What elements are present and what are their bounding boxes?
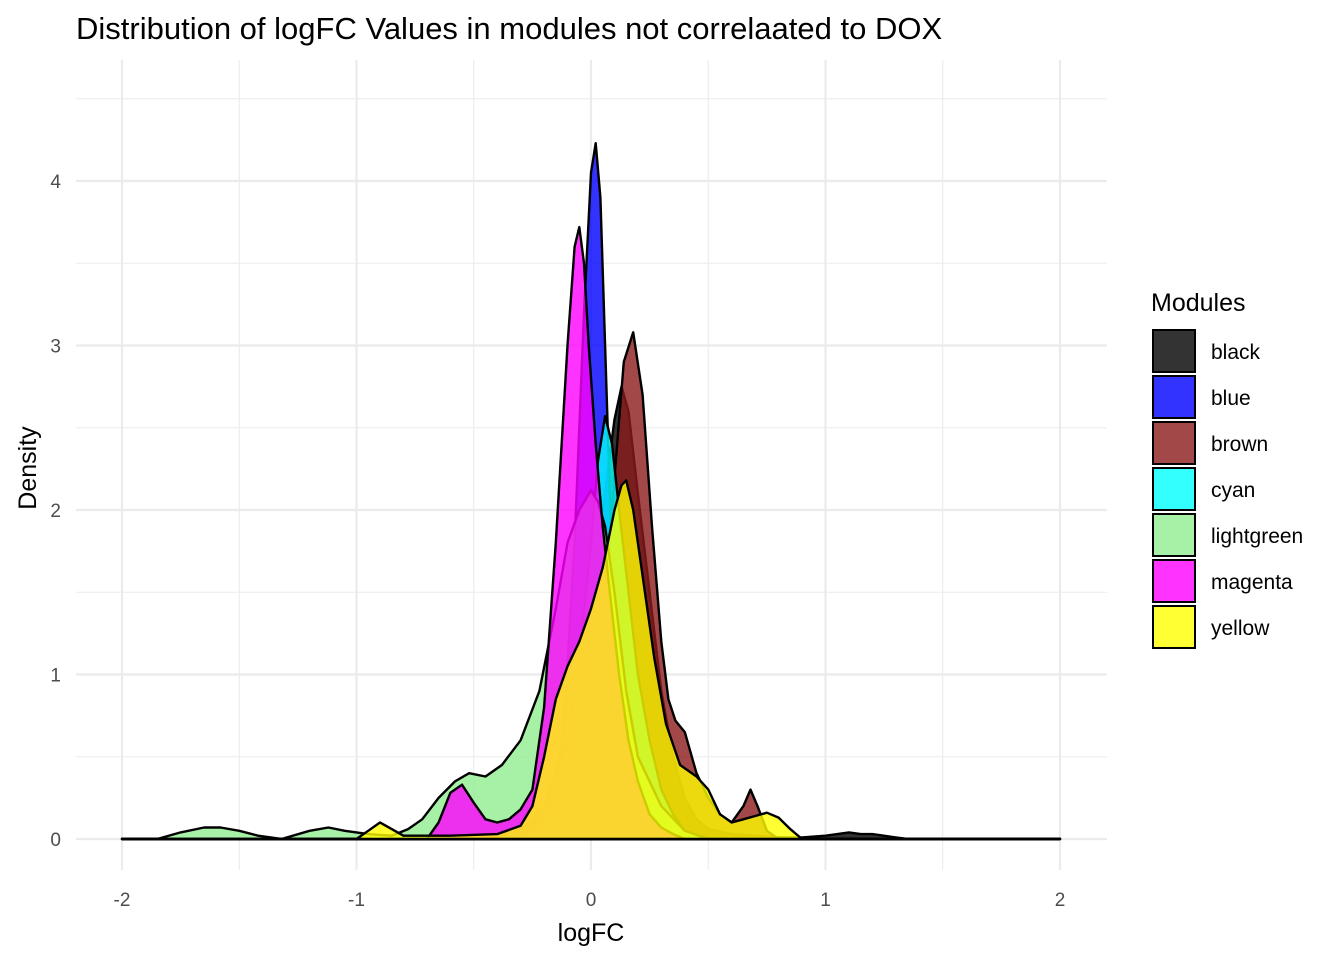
legend-title: Modules xyxy=(1151,289,1246,317)
legend-key-brown xyxy=(1152,421,1196,465)
x-tick-label: 1 xyxy=(820,890,831,911)
x-tick-label: 2 xyxy=(1055,890,1066,911)
legend-items: black blue brown cyan lightgreen magenta yello… xyxy=(1152,329,1303,649)
x-axis-title: logFC xyxy=(558,919,625,947)
legend-label-lightgreen: lightgreen xyxy=(1211,525,1303,548)
y-tick-label: 1 xyxy=(50,666,61,687)
y-tick-label: 2 xyxy=(50,501,61,522)
density-area-yellow xyxy=(120,479,1062,841)
legend-key-magenta xyxy=(1152,559,1196,603)
legend-key-black xyxy=(1152,329,1196,373)
y-tick-label: 0 xyxy=(50,830,61,851)
legend-label-cyan: cyan xyxy=(1211,479,1255,502)
chart-title: Distribution of logFC Values in modules … xyxy=(76,11,942,46)
legend-key-lightgreen xyxy=(1152,513,1196,557)
legend-label-black: black xyxy=(1211,341,1261,364)
legend-key-yellow xyxy=(1152,605,1196,649)
y-tick-label: 3 xyxy=(50,337,61,358)
y-tick-label: 4 xyxy=(50,172,61,193)
density-areas xyxy=(120,142,1062,841)
legend-key-cyan xyxy=(1152,467,1196,511)
y-axis-ticks: 0 1 2 3 4 xyxy=(50,172,61,851)
y-axis-title: Density xyxy=(14,426,42,510)
legend: Modules black blue brown cyan lightgreen mage… xyxy=(1151,289,1303,649)
x-tick-label: 0 xyxy=(586,890,597,911)
legend-label-yellow: yellow xyxy=(1211,617,1270,640)
legend-label-magenta: magenta xyxy=(1211,571,1293,594)
x-tick-label: -1 xyxy=(348,890,365,911)
legend-label-blue: blue xyxy=(1211,387,1251,410)
legend-key-blue xyxy=(1152,375,1196,419)
legend-label-brown: brown xyxy=(1211,433,1268,456)
x-tick-label: -2 xyxy=(114,890,131,911)
x-axis-ticks: -2 -1 0 1 2 xyxy=(114,890,1066,911)
